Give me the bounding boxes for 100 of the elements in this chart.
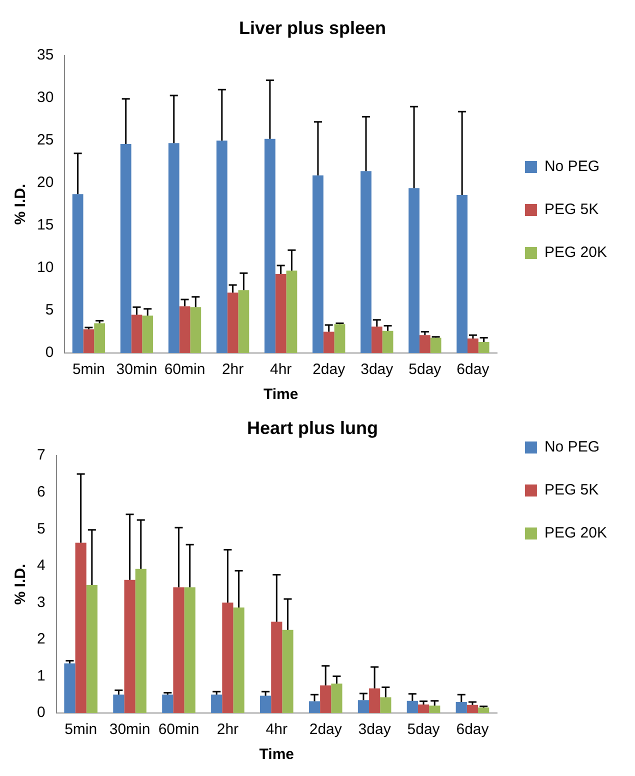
bar — [233, 607, 244, 713]
bar — [429, 706, 440, 713]
bar — [179, 306, 190, 353]
x-tick-label: 6day — [456, 361, 490, 378]
bar — [456, 702, 467, 713]
x-tick-label: 3day — [358, 721, 392, 738]
bar — [120, 144, 132, 353]
bar — [75, 542, 86, 713]
y-axis-title: % I.D. — [12, 184, 30, 225]
bar — [227, 292, 238, 353]
x-tick-label: 4hr — [266, 721, 288, 738]
bar — [162, 694, 174, 713]
bar — [275, 274, 286, 353]
bar — [419, 335, 430, 353]
bar — [360, 171, 372, 353]
bar — [86, 585, 98, 713]
bar — [369, 688, 380, 713]
bar — [94, 323, 106, 353]
bar — [222, 602, 234, 713]
bar — [380, 697, 392, 713]
bar — [478, 707, 490, 713]
bar — [260, 696, 272, 713]
bar — [72, 194, 84, 353]
x-tick-label: 5day — [407, 721, 440, 738]
y-tick-label: 35 — [36, 46, 54, 64]
bar — [334, 324, 346, 353]
legend-label: No PEG — [544, 438, 600, 456]
bar — [430, 338, 442, 353]
x-tick-label: 30min — [116, 361, 158, 378]
bar — [371, 326, 382, 353]
bar — [282, 630, 294, 713]
x-tick-label: 60min — [164, 361, 206, 378]
y-tick-label: 15 — [36, 216, 54, 234]
bar — [456, 194, 468, 353]
x-tick-label: 5min — [64, 721, 98, 738]
bar — [83, 329, 94, 353]
x-tick-label: 6day — [456, 721, 490, 738]
y-tick-label: 2 — [37, 630, 46, 648]
bar — [466, 704, 478, 713]
y-tick-label: 0 — [37, 704, 46, 722]
y-tick-label: 4 — [37, 557, 46, 574]
y-axis-title: % I.D. — [12, 564, 30, 605]
x-tick-label: 5day — [408, 361, 442, 378]
bar — [418, 704, 430, 713]
legend-label: PEG 5K — [544, 201, 599, 218]
x-tick-label: 4hr — [270, 361, 292, 378]
chart-title: Liver plus spleen — [238, 18, 386, 38]
bar — [238, 290, 250, 353]
bar — [216, 140, 228, 353]
x-tick-label: 30min — [109, 721, 150, 738]
x-tick-label: 60min — [158, 721, 200, 738]
bar — [308, 701, 320, 713]
bar — [271, 622, 282, 713]
x-tick-label: 2day — [312, 361, 346, 378]
y-tick-label: 30 — [36, 89, 54, 106]
bar — [190, 307, 202, 353]
bar — [168, 143, 180, 353]
bar — [211, 694, 222, 713]
bar — [64, 663, 76, 713]
y-tick-label: 5 — [37, 520, 46, 538]
x-tick-label: 2day — [309, 721, 342, 738]
y-tick-label: 1 — [37, 667, 46, 684]
bar — [312, 175, 324, 353]
y-tick-label: 7 — [37, 446, 46, 464]
bar — [408, 188, 420, 353]
bar — [382, 330, 394, 353]
bar — [264, 138, 276, 353]
x-tick-label: 2hr — [216, 721, 239, 738]
bar — [323, 332, 334, 353]
bar — [468, 338, 478, 353]
y-tick-label: 5 — [45, 302, 54, 319]
bar — [142, 316, 154, 353]
bar — [478, 342, 490, 353]
bar — [286, 270, 298, 353]
x-axis-title: Time — [259, 746, 294, 764]
bar — [331, 684, 342, 713]
legend-label: PEG 5K — [544, 482, 599, 499]
y-tick-label: 20 — [36, 174, 54, 192]
bar — [113, 694, 124, 713]
bar — [320, 685, 332, 713]
bar — [135, 568, 146, 713]
x-tick-label: 5min — [72, 361, 105, 378]
y-tick-label: 0 — [45, 344, 54, 362]
bar — [173, 587, 184, 713]
bar — [406, 700, 418, 713]
x-axis-title: Time — [263, 386, 298, 404]
bar — [184, 587, 196, 713]
legend-label: PEG 20K — [544, 244, 608, 262]
bar — [131, 314, 142, 353]
chart-title: Heart plus lung — [246, 418, 378, 438]
y-tick-label: 25 — [36, 132, 54, 149]
y-tick-label: 10 — [36, 259, 54, 276]
legend-label: No PEG — [544, 158, 600, 176]
y-tick-label: 3 — [37, 594, 46, 611]
y-tick-label: 6 — [37, 484, 46, 501]
x-tick-label: 2hr — [222, 361, 244, 378]
bar — [358, 700, 370, 713]
legend-label: PEG 20K — [544, 524, 608, 542]
x-tick-label: 3day — [360, 361, 394, 378]
bar — [124, 580, 136, 713]
